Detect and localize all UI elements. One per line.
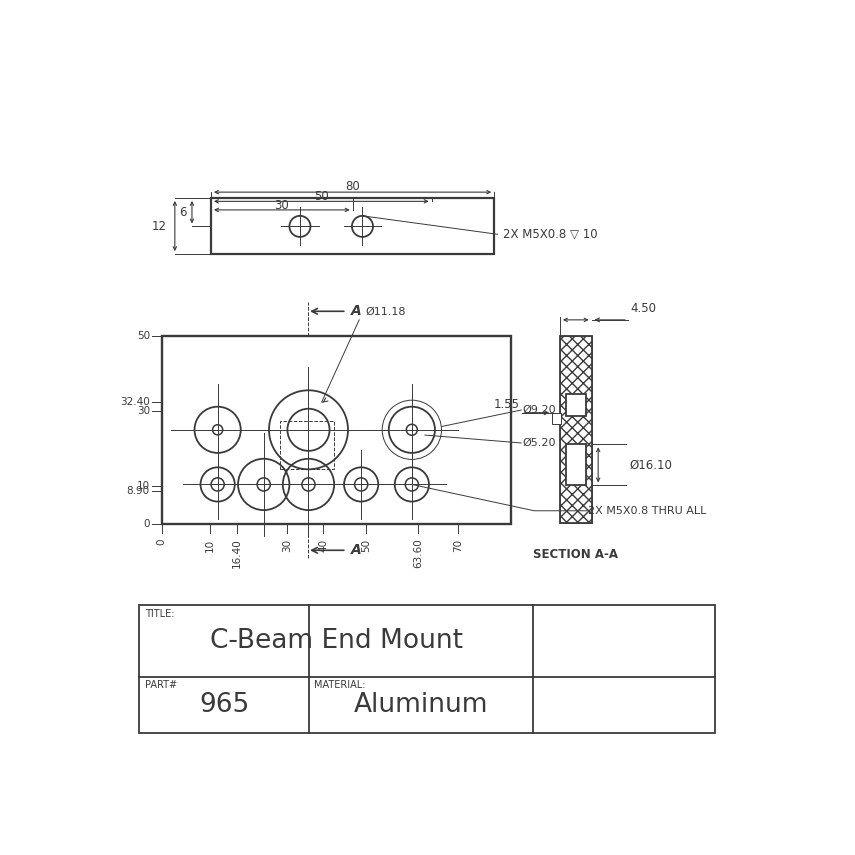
Text: 50: 50 xyxy=(361,539,371,551)
Bar xyxy=(560,336,592,522)
Text: 30: 30 xyxy=(282,539,292,551)
Text: TITLE:: TITLE: xyxy=(144,609,174,619)
Text: 0: 0 xyxy=(144,519,150,529)
Text: 1.55: 1.55 xyxy=(494,398,520,410)
Text: PART#: PART# xyxy=(144,680,177,690)
Text: C-Beam End Mount: C-Beam End Mount xyxy=(209,628,463,654)
Text: 6: 6 xyxy=(180,206,186,219)
Text: Ø16.10: Ø16.10 xyxy=(630,458,673,471)
Text: 12: 12 xyxy=(152,220,167,233)
Text: 70: 70 xyxy=(453,539,463,551)
Bar xyxy=(552,413,561,424)
Text: Ø5.20: Ø5.20 xyxy=(522,438,556,448)
Text: MATERIAL:: MATERIAL: xyxy=(315,680,366,690)
Text: Ø11.18: Ø11.18 xyxy=(366,307,406,316)
Text: 16.40: 16.40 xyxy=(232,539,242,569)
Text: 30: 30 xyxy=(137,406,150,416)
Text: 30: 30 xyxy=(274,199,289,212)
Bar xyxy=(566,394,586,416)
Text: 4.50: 4.50 xyxy=(630,302,657,315)
Text: SECTION A-A: SECTION A-A xyxy=(534,548,618,561)
Text: 50: 50 xyxy=(137,332,150,341)
Text: 50: 50 xyxy=(314,191,328,203)
Text: Aluminum: Aluminum xyxy=(354,692,488,718)
Bar xyxy=(211,198,494,254)
Text: 965: 965 xyxy=(199,692,250,718)
Bar xyxy=(162,336,510,524)
Text: A: A xyxy=(351,304,362,318)
Text: 63.60: 63.60 xyxy=(414,539,423,569)
Text: 10: 10 xyxy=(137,481,150,492)
Text: 2X M5X0.8 ▽ 10: 2X M5X0.8 ▽ 10 xyxy=(503,227,598,241)
Bar xyxy=(566,445,586,486)
Text: 10: 10 xyxy=(204,539,215,551)
Text: 2X M5X0.8 THRU ALL: 2X M5X0.8 THRU ALL xyxy=(588,506,707,516)
Text: A: A xyxy=(351,543,362,557)
Text: 80: 80 xyxy=(345,180,360,193)
Bar xyxy=(139,605,715,734)
Text: Ø9.20: Ø9.20 xyxy=(522,405,556,415)
Bar xyxy=(560,336,592,522)
Text: 40: 40 xyxy=(318,539,328,551)
Text: 32.40: 32.40 xyxy=(120,398,150,407)
Text: 8.90: 8.90 xyxy=(127,486,150,496)
Text: 0: 0 xyxy=(156,539,167,545)
Bar xyxy=(280,422,334,469)
